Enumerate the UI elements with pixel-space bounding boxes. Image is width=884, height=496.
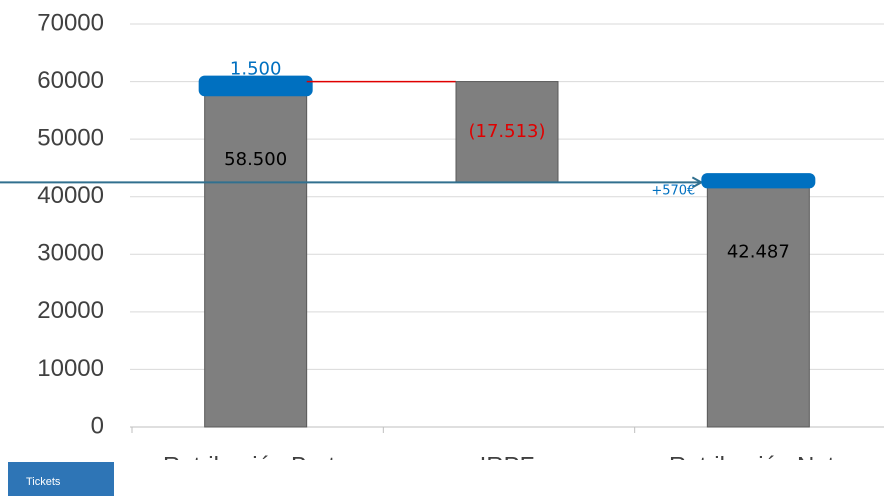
value-label: 42.487 xyxy=(727,241,790,262)
cap-bar xyxy=(701,173,816,189)
x-tick-label: Retribución Neta xyxy=(669,452,848,460)
x-tick-label: IRPF xyxy=(480,452,535,460)
y-tick-label: 40000 xyxy=(37,182,104,209)
bar xyxy=(455,81,559,183)
y-tick-label: 50000 xyxy=(37,124,104,151)
chart: 0 10000 20000 30000 40000 50000 60000 70000 Retr… xyxy=(0,9,884,460)
y-tick-label: 70000 xyxy=(37,9,104,36)
tickets-button[interactable]: Tickets xyxy=(8,462,114,496)
cap-label: +570€ xyxy=(651,184,695,199)
y-tick-label: 30000 xyxy=(37,240,104,267)
x-tick-label: Retribución Bruta xyxy=(163,452,349,460)
value-label: 58.500 xyxy=(224,149,287,170)
cap-label: 1.500 xyxy=(230,59,282,80)
y-tick-label: 0 xyxy=(91,412,104,439)
y-tick-label: 20000 xyxy=(37,297,104,324)
bar xyxy=(706,181,810,428)
y-tick-label: 60000 xyxy=(37,67,104,94)
bar xyxy=(204,89,308,428)
cap-bar xyxy=(198,75,313,97)
y-tick-label: 10000 xyxy=(37,355,104,382)
value-label: (17.513) xyxy=(468,121,545,142)
